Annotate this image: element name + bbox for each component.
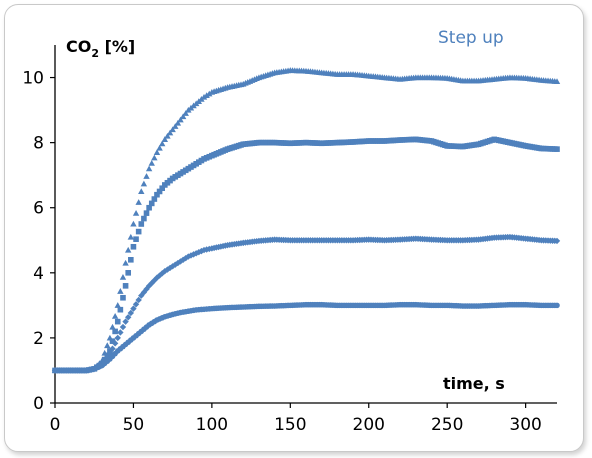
- triangle-marker: [130, 220, 137, 227]
- square-marker: [120, 294, 126, 301]
- triangle-marker: [158, 140, 166, 147]
- diamond-marker: [119, 323, 127, 331]
- x-tick-label: 250: [431, 415, 463, 435]
- diamond-marker: [132, 301, 140, 308]
- triangle-marker: [125, 246, 132, 253]
- square-marker: [143, 210, 150, 216]
- x-tick-label: 0: [50, 415, 61, 435]
- diamond-marker: [177, 258, 184, 265]
- x-tick-label: 200: [353, 415, 385, 435]
- triangle-marker: [164, 132, 171, 139]
- diamond-marker: [138, 292, 145, 299]
- triangle-marker: [206, 90, 213, 97]
- diamond-marker: [114, 334, 121, 342]
- x-tick-label: 150: [274, 415, 306, 435]
- data-marks: [51, 67, 561, 374]
- square-marker: [135, 228, 142, 235]
- y-tick-label: 0: [33, 394, 44, 414]
- triangle-marker: [127, 233, 135, 240]
- y-tick-label: 10: [22, 69, 44, 89]
- triangle-marker: [132, 209, 140, 216]
- square-marker: [146, 204, 152, 211]
- x-axis-label: time, s: [443, 374, 505, 393]
- y-tick-label: 8: [33, 134, 44, 154]
- triangle-marker: [172, 123, 179, 129]
- triangle-marker: [145, 165, 153, 172]
- square-marker: [554, 146, 560, 152]
- triangle-marker: [174, 119, 182, 126]
- diamond-marker: [127, 309, 135, 317]
- triangle-marker: [111, 313, 119, 319]
- y-tick-label: 4: [33, 264, 44, 284]
- triangle-marker: [182, 110, 189, 116]
- triangle-marker: [169, 126, 176, 133]
- square-marker: [130, 243, 137, 250]
- triangle-marker: [200, 93, 208, 100]
- square-marker: [156, 188, 163, 195]
- square-marker: [159, 185, 165, 191]
- triangle-marker: [109, 323, 116, 330]
- triangle-marker: [104, 342, 111, 349]
- series-2-square: [52, 136, 560, 374]
- diamond-marker: [161, 267, 169, 275]
- triangle-marker: [143, 173, 150, 179]
- chart-title: Step up: [438, 28, 504, 48]
- axes: [54, 45, 557, 404]
- series-4-circle: [52, 301, 560, 374]
- triangle-marker: [148, 160, 155, 166]
- square-marker: [114, 318, 121, 325]
- diamond-marker: [153, 274, 161, 281]
- square-marker: [122, 283, 129, 289]
- triangle-marker: [166, 129, 174, 136]
- triangle-marker: [114, 302, 121, 308]
- ticks: 0 50 100 150 200 250 300 0 2 4 6 8 10: [22, 69, 541, 435]
- square-marker: [141, 215, 147, 222]
- square-marker: [109, 338, 116, 344]
- triangle-marker: [119, 273, 127, 280]
- triangle-marker: [553, 78, 561, 85]
- x-tick-label: 300: [509, 415, 541, 435]
- diamond-marker: [125, 314, 132, 321]
- diamond-marker: [111, 340, 119, 347]
- triangle-marker: [203, 92, 210, 99]
- diamond-marker: [109, 345, 116, 352]
- triangle-marker: [156, 144, 163, 151]
- diamond-marker: [130, 305, 137, 312]
- triangle-marker: [161, 136, 169, 142]
- diamond-marker: [122, 318, 129, 325]
- triangle-marker: [179, 113, 187, 120]
- triangle-marker: [117, 288, 124, 294]
- diamond-marker: [553, 237, 561, 245]
- triangle-marker: [135, 199, 142, 205]
- square-marker: [117, 306, 124, 313]
- diamond-marker: [145, 282, 153, 290]
- triangle-marker: [138, 188, 145, 195]
- square-marker: [107, 348, 113, 354]
- triangle-marker: [177, 116, 184, 123]
- y-tick-label: 6: [33, 199, 44, 219]
- triangle-marker: [151, 154, 158, 161]
- x-tick-label: 50: [123, 415, 145, 435]
- x-tick-label: 100: [196, 415, 228, 435]
- diamond-marker: [135, 296, 142, 304]
- square-marker: [148, 200, 155, 207]
- y-tick-label: 2: [33, 329, 44, 349]
- diamond-marker: [117, 329, 124, 336]
- triangle-marker: [140, 180, 148, 187]
- square-marker: [128, 257, 134, 263]
- square-marker: [154, 191, 160, 198]
- square-marker: [125, 270, 132, 276]
- square-marker: [112, 328, 118, 335]
- square-marker: [138, 221, 145, 227]
- square-marker: [133, 236, 139, 242]
- square-marker: [151, 196, 158, 202]
- series-1-triangle: [51, 67, 561, 374]
- triangle-marker: [153, 149, 161, 155]
- triangle-marker: [122, 259, 129, 266]
- circle-marker: [554, 302, 560, 309]
- y-axis-label: CO2 [%]: [66, 37, 135, 60]
